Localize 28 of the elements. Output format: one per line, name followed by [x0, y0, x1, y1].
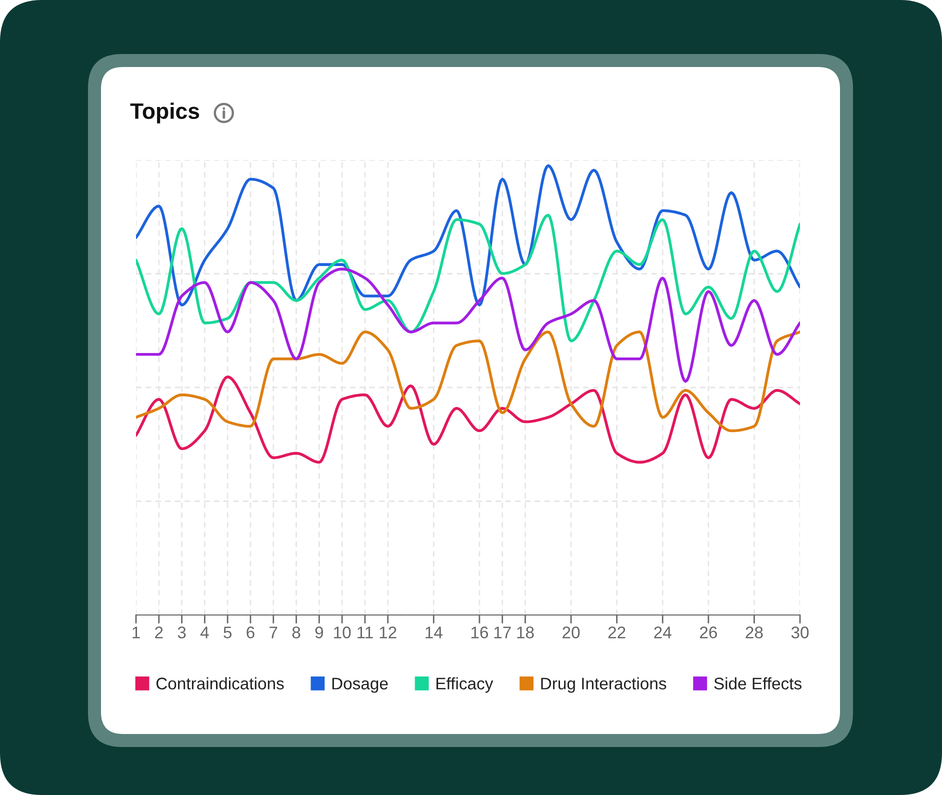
x-tick-label: 10: [334, 626, 351, 638]
x-tick-label: 16: [471, 626, 488, 638]
x-tick-label: 11: [358, 626, 373, 638]
x-tick-label: 4: [200, 626, 209, 638]
x-tick-label: 3: [178, 626, 186, 638]
x-tick-label: 8: [292, 626, 300, 638]
x-tick-label: 18: [517, 626, 534, 638]
legend-label: Side Effects: [714, 677, 802, 690]
legend-label: Drug Interactions: [541, 677, 666, 693]
x-tick-label: 1: [132, 626, 140, 638]
x-tick-label: 7: [270, 626, 278, 638]
x-tick-label: 6: [246, 626, 254, 638]
x-tick-label: 20: [562, 626, 580, 638]
legend-label: Efficacy: [436, 677, 494, 693]
x-tick-label: 26: [700, 626, 717, 638]
chart-title: Topics: [130, 102, 200, 124]
x-tick-label: 24: [654, 626, 672, 638]
x-tick-label: 22: [608, 626, 626, 638]
x-tick-label: 30: [791, 626, 809, 638]
legend-label: Dosage: [332, 678, 388, 693]
x-tick-label: 9: [315, 626, 324, 638]
legend-label: Contraindications: [156, 677, 284, 690]
x-tick-label: 12: [380, 626, 396, 638]
x-tick-label: 2: [155, 626, 163, 638]
x-tick-label: 14: [426, 626, 442, 638]
x-tick-label: 28: [746, 626, 763, 638]
x-tick-label: 17: [494, 626, 511, 638]
x-tick-label: 5: [224, 626, 232, 638]
